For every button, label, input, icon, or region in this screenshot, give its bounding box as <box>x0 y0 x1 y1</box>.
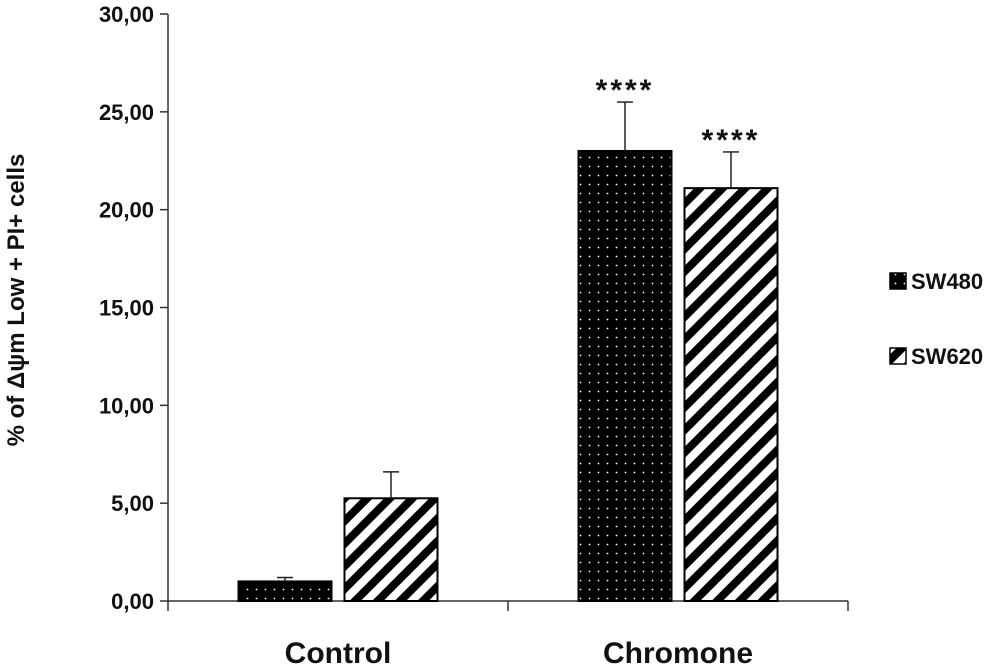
bars-group: **** **** <box>237 74 779 603</box>
bar <box>577 149 673 602</box>
significance-label: **** <box>702 124 761 157</box>
legend: SW480 SW620 <box>889 269 983 369</box>
y-axis-label: % of Δψm Low + PI+ cells <box>3 154 30 447</box>
x-axis: Control Chromone <box>167 600 849 667</box>
x-tick-label: Control <box>285 637 392 667</box>
significance-label: **** <box>596 74 655 107</box>
bar <box>683 187 779 602</box>
y-tick-label: 0,00 <box>111 589 154 614</box>
y-tick-label: 5,00 <box>111 491 154 516</box>
y-axis: 0,00 5,00 10,00 15,00 20,00 25,00 30,00 <box>99 2 169 614</box>
y-tick-label: 15,00 <box>99 296 154 321</box>
y-tick-label: 10,00 <box>99 393 154 418</box>
y-tick-label: 25,00 <box>99 100 154 125</box>
x-tick-label: Chromone <box>603 637 753 667</box>
legend-swatch <box>889 272 907 290</box>
y-tick-label: 20,00 <box>99 198 154 223</box>
legend-label: SW480 <box>911 269 983 294</box>
legend-label: SW620 <box>911 344 983 369</box>
y-tick-label: 30,00 <box>99 2 154 27</box>
bar <box>237 580 333 603</box>
bar <box>343 497 439 602</box>
legend-swatch <box>889 347 907 365</box>
